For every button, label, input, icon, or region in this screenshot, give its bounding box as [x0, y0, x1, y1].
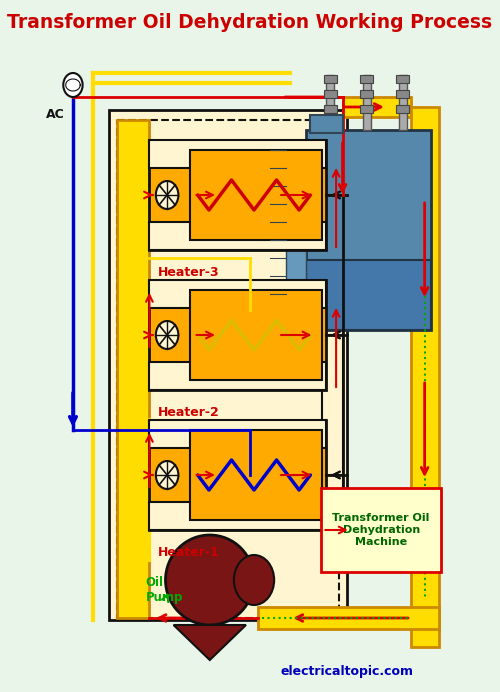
Bar [310, 115, 342, 133]
Bar [399, 75, 407, 130]
Bar [150, 222, 326, 250]
Bar [360, 90, 373, 98]
Circle shape [156, 181, 178, 209]
Bar [324, 105, 337, 113]
Text: AC: AC [46, 109, 64, 122]
Bar [342, 97, 411, 117]
Bar [150, 140, 326, 250]
Circle shape [234, 555, 274, 605]
Bar [396, 105, 409, 113]
Bar [326, 75, 334, 130]
Bar [150, 362, 326, 390]
Text: Heater-1: Heater-1 [158, 546, 219, 559]
Bar [396, 90, 409, 98]
Bar [322, 155, 342, 505]
Bar [411, 107, 439, 647]
Bar [150, 420, 326, 448]
Bar [150, 502, 326, 530]
Bar [190, 290, 322, 380]
Bar [360, 105, 373, 113]
Bar [150, 140, 326, 168]
Bar [362, 75, 370, 130]
Bar [396, 75, 409, 83]
Bar [150, 280, 326, 390]
Bar [190, 150, 322, 240]
Bar [306, 130, 431, 330]
Bar [117, 120, 338, 618]
Bar [109, 110, 346, 620]
Text: Heater-2: Heater-2 [158, 406, 219, 419]
Text: electricaltopic.com: electricaltopic.com [280, 666, 413, 678]
Polygon shape [174, 625, 246, 660]
Bar [258, 607, 439, 629]
Bar [150, 280, 326, 308]
Text: Heater-3: Heater-3 [158, 266, 219, 279]
Bar [190, 430, 322, 520]
Bar [360, 75, 373, 83]
Bar [324, 75, 337, 83]
Bar [150, 420, 326, 530]
Bar [324, 90, 337, 98]
Circle shape [156, 461, 178, 489]
Circle shape [64, 73, 82, 97]
Circle shape [156, 321, 178, 349]
Text: Transformer Oil Dehydration Working Process: Transformer Oil Dehydration Working Proc… [8, 12, 492, 32]
Bar [306, 260, 431, 330]
Bar [286, 140, 306, 310]
Ellipse shape [166, 535, 254, 625]
FancyBboxPatch shape [321, 488, 440, 572]
Text: Transformer Oil
Dehydration
Machine: Transformer Oil Dehydration Machine [332, 513, 430, 547]
Text: Oil
Pump: Oil Pump [146, 576, 183, 604]
Bar [117, 120, 150, 618]
